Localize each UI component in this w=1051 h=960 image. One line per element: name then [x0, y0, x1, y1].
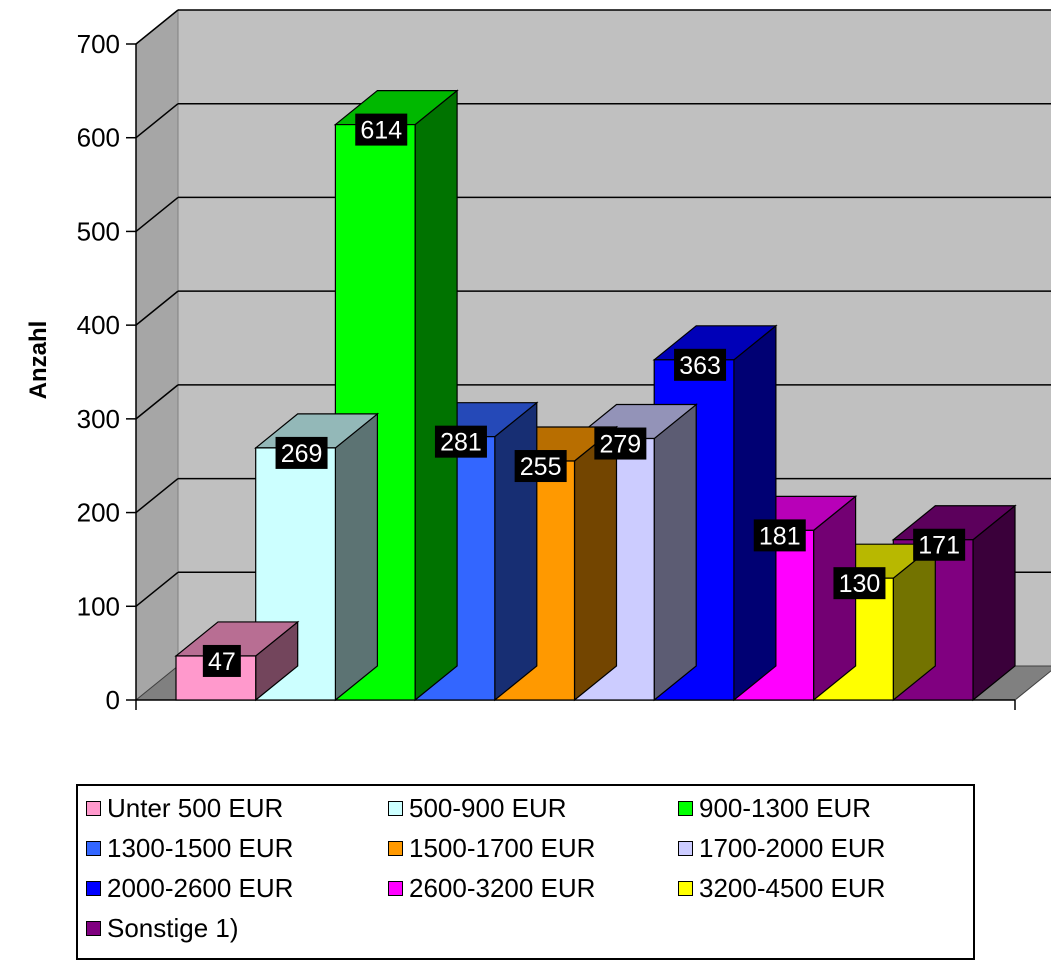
data-label-box	[594, 427, 647, 460]
data-label-text: 281	[440, 429, 482, 457]
data-label-box	[674, 348, 727, 381]
legend-swatch	[388, 800, 403, 816]
data-label-3: 614	[355, 113, 408, 146]
bar-side-face	[653, 403, 697, 702]
data-label-box	[355, 113, 408, 146]
data-label-1: 47	[202, 644, 241, 677]
data-label-7: 363	[674, 348, 727, 381]
y-tick-label: 500	[77, 216, 120, 246]
legend-swatch	[678, 880, 693, 896]
data-labels: 47 269 614 281 255 279 363 181 130 171	[202, 113, 966, 677]
y-tick-label: 300	[77, 404, 120, 434]
y-tick-label: 200	[77, 498, 120, 528]
legend-swatch	[86, 840, 101, 856]
legend-swatch	[86, 920, 101, 936]
data-label-text: 363	[679, 352, 721, 380]
bar-side-face	[494, 401, 538, 702]
bar-2	[254, 412, 380, 702]
y-tick-label: 600	[77, 123, 120, 153]
y-axis-title: Anzahl	[25, 321, 52, 400]
legend: Unter 500 EUR 500-900 EUR 900-1300 EUR 1300…	[76, 784, 975, 960]
data-label-text: 279	[599, 431, 641, 459]
gridline-side	[135, 103, 179, 139]
bar-side-face	[573, 425, 618, 702]
legend-item: 1700-2000 EUR	[678, 833, 885, 863]
data-label-text: 47	[208, 648, 236, 676]
side-wall	[135, 8, 179, 702]
legend-label: 900-1300 EUR	[699, 792, 871, 823]
bars	[174, 89, 1017, 702]
y-tick-label: 100	[77, 591, 120, 621]
data-label-box	[202, 644, 241, 677]
data-label-box	[913, 528, 966, 561]
legend-swatch	[86, 800, 101, 816]
data-label-text: 130	[839, 570, 881, 598]
legend-item: Sonstige 1)	[86, 913, 239, 943]
data-label-box	[275, 436, 328, 469]
data-label-box	[434, 425, 487, 458]
y-tick-label: 0	[106, 685, 120, 715]
data-label-8: 181	[753, 519, 806, 552]
legend-label: 2000-2600 EUR	[107, 872, 294, 903]
legend-item: 1300-1500 EUR	[86, 833, 293, 863]
data-label-text: 181	[759, 522, 801, 550]
legend-item: 3200-4500 EUR	[678, 873, 885, 903]
legend-item: 900-1300 EUR	[678, 793, 871, 823]
legend-label: 1500-1700 EUR	[409, 832, 596, 863]
bar-side-face	[334, 412, 378, 702]
bar-side-face	[414, 89, 458, 702]
legend-label: 500-900 EUR	[409, 792, 567, 823]
legend-label: 1700-2000 EUR	[699, 832, 886, 863]
data-label-5: 255	[514, 450, 567, 483]
bar-3	[333, 89, 459, 702]
data-label-10: 171	[913, 528, 966, 561]
legend-swatch	[678, 840, 693, 856]
legend-label: 1300-1500 EUR	[107, 832, 294, 863]
legend-swatch	[388, 840, 403, 856]
data-label-box	[753, 519, 806, 552]
gridline-side	[135, 384, 179, 420]
data-label-box	[833, 567, 886, 600]
data-label-9: 130	[833, 567, 886, 600]
data-label-text: 614	[360, 117, 402, 145]
data-label-text: 171	[918, 532, 960, 560]
legend-swatch	[678, 800, 693, 816]
gridline-side	[135, 9, 179, 45]
bar-chart: 0 100 200 300 400 500 600 700 47 269 614 281 255 279…	[25, 8, 1051, 715]
legend-swatch	[388, 880, 403, 896]
gridline-side	[135, 571, 179, 607]
y-tick-label: 400	[77, 310, 120, 340]
legend-label: 3200-4500 EUR	[699, 872, 886, 903]
legend-item: 1500-1700 EUR	[388, 833, 595, 863]
legend-label: 2600-3200 EUR	[409, 872, 596, 903]
data-label-box	[514, 450, 567, 483]
y-tick-label: 700	[77, 29, 120, 59]
gridline-side	[135, 477, 179, 514]
gridline-side	[135, 290, 179, 326]
legend-label: Sonstige 1)	[107, 912, 239, 943]
legend-item: Unter 500 EUR	[86, 793, 283, 823]
data-label-text: 255	[520, 453, 562, 481]
bar-side-face	[733, 324, 777, 702]
data-label-2: 269	[275, 436, 328, 469]
gridline-side	[135, 196, 179, 233]
legend-label: Unter 500 EUR	[107, 792, 284, 823]
legend-swatch	[86, 880, 101, 896]
legend-item: 500-900 EUR	[388, 793, 567, 823]
data-label-4: 281	[434, 425, 487, 458]
data-label-text: 269	[281, 440, 323, 468]
legend-item: 2000-2600 EUR	[86, 873, 293, 903]
data-label-6: 279	[594, 427, 647, 460]
legend-item: 2600-3200 EUR	[388, 873, 595, 903]
